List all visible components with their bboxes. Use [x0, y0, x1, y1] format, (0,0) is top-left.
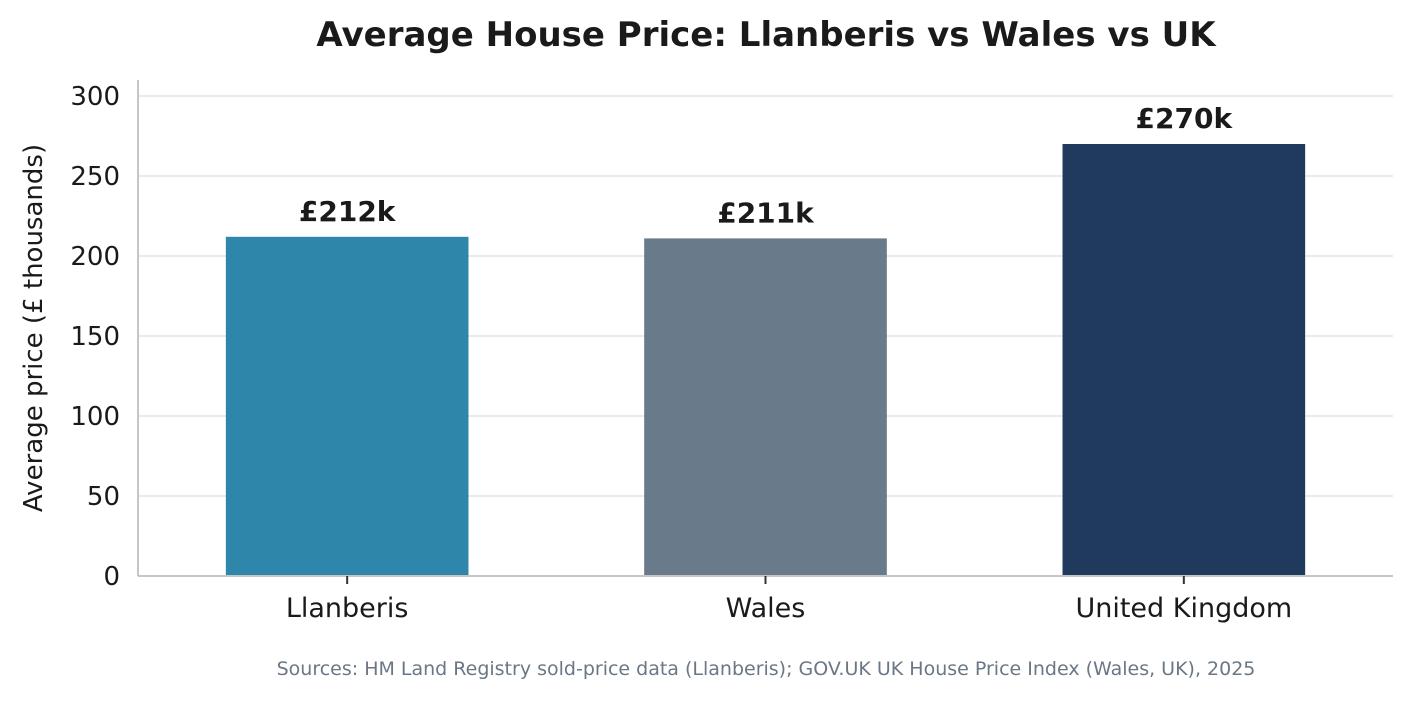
y-axis-label: Average price (£ thousands) [19, 144, 49, 512]
bar-value-label: £270k [1136, 102, 1234, 135]
y-tick-label: 50 [87, 482, 120, 512]
y-tick-label: 300 [70, 82, 120, 112]
bar-wales [644, 238, 887, 576]
y-tick-label: 200 [70, 242, 120, 272]
x-tick-label: Wales [726, 593, 806, 624]
data-labels: £212k £211k £270k [299, 102, 1234, 229]
bar-value-label: £211k [717, 196, 815, 229]
bars [225, 144, 1306, 577]
x-tick-label: United Kingdom [1075, 593, 1292, 624]
chart-title: Average House Price: Llanberis vs Wales … [316, 15, 1217, 55]
y-tick-label: 150 [70, 322, 120, 352]
source-note: Sources: HM Land Registry sold-price dat… [277, 658, 1256, 680]
bar-llanberis [225, 236, 469, 577]
y-tick-label: 100 [70, 402, 120, 432]
bar-value-label: £212k [299, 195, 397, 228]
y-tick-label: 250 [70, 162, 120, 192]
bar-united-kingdom [1062, 144, 1306, 576]
x-tick-label: Llanberis [286, 593, 409, 624]
axes: 0 50 100 150 200 250 300 Llanberis Wales United K… [70, 80, 1393, 624]
y-tick-label: 0 [103, 562, 120, 592]
